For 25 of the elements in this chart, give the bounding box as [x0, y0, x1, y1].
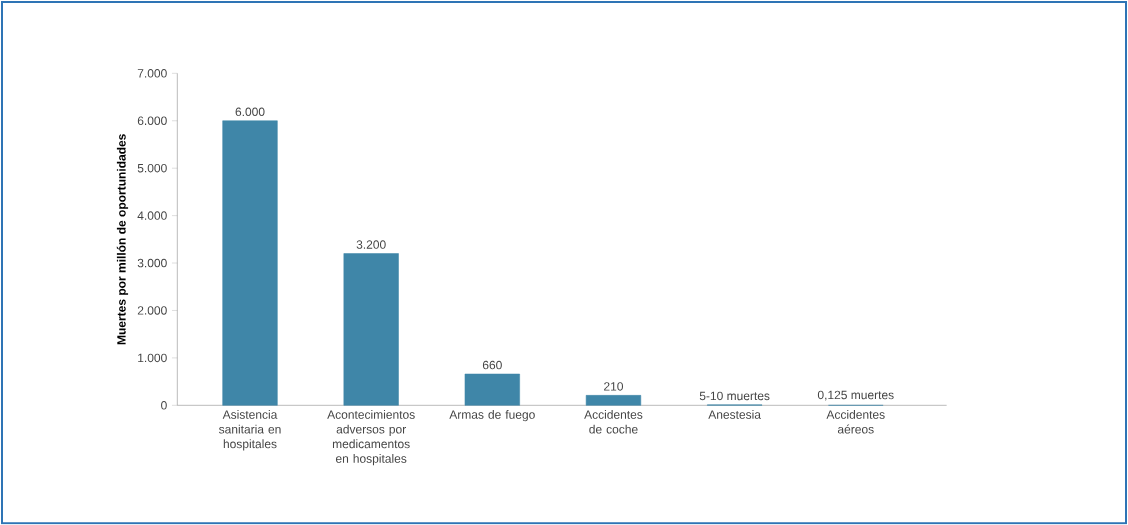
bar — [222, 120, 278, 406]
y-axis-title: Muertes por millón de oportunidades — [116, 133, 129, 345]
data-label: 5-10 muertes — [699, 391, 770, 400]
y-tick-label: 1.000 — [138, 353, 167, 362]
y-tick-label: 3.000 — [137, 258, 167, 268]
x-tick-label: Armas de fuego — [449, 409, 535, 422]
bar — [585, 394, 642, 406]
y-tick-label: 6.000 — [137, 116, 167, 125]
y-tick-label: 0 — [161, 400, 167, 410]
y-tick-label: 2.000 — [137, 306, 167, 315]
data-label: 0,125 muertes — [817, 390, 894, 401]
y-tick-label: 7.000 — [137, 68, 167, 78]
data-label: 3.200 — [356, 240, 386, 249]
data-label: 660 — [482, 360, 502, 370]
data-label: 6.000 — [235, 107, 265, 116]
x-tick-label: Accidentes aéreos — [826, 409, 885, 434]
data-label: 210 — [604, 382, 624, 391]
x-tick-label: Anestesia — [708, 409, 761, 419]
x-tick-label: Accidentes de coche — [584, 409, 643, 434]
bar — [343, 253, 399, 406]
bar — [464, 373, 520, 406]
y-tick-label: 5.000 — [137, 163, 167, 173]
x-tick-label: Asistencia sanitaria en hospitales — [218, 409, 281, 451]
y-tick-label: 4.000 — [137, 211, 167, 220]
x-tick-label: Acontecimientos adversos por medicamentos en hospitales — [327, 409, 415, 466]
